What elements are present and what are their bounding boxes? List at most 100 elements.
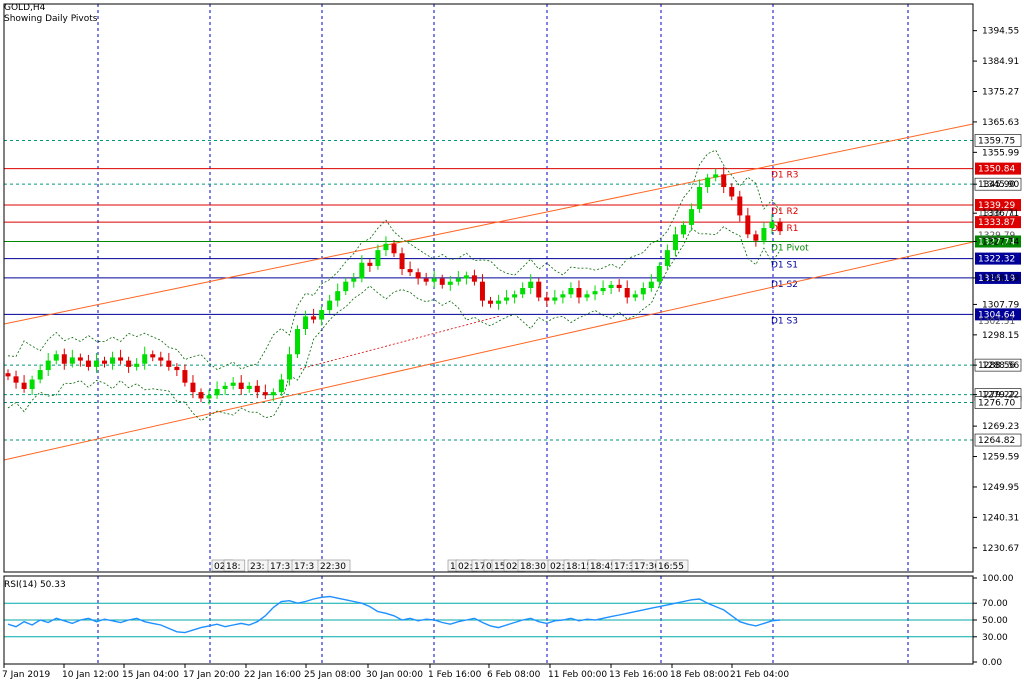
candle-body bbox=[713, 174, 719, 178]
candle-body bbox=[13, 376, 19, 383]
dotted-badge-bg bbox=[974, 396, 1022, 409]
x-axis-label: 1 Feb 16:00 bbox=[428, 670, 482, 680]
pivot-name-label: D1 R1 bbox=[771, 224, 799, 234]
candle-body bbox=[753, 234, 759, 241]
candle-body bbox=[528, 281, 534, 288]
candle-body bbox=[126, 360, 132, 367]
price-axis-label: 1269.23 bbox=[982, 422, 1019, 432]
candle-body bbox=[520, 288, 526, 295]
envelope-bands bbox=[7, 149, 781, 422]
overlap-axis-label: 1329.79 bbox=[978, 231, 1015, 241]
candle-body bbox=[769, 221, 775, 229]
candle-body bbox=[37, 370, 43, 380]
candle-body bbox=[616, 284, 622, 288]
pivot-levels: D1 R3 1350.84 D1 R2 1339.29 D1 R1 1333.87 D1 P… bbox=[4, 134, 1022, 447]
candle-body bbox=[270, 392, 276, 396]
candle-body bbox=[576, 288, 582, 298]
price-axis-label: 1307.79 bbox=[982, 300, 1019, 310]
candle-body bbox=[254, 385, 260, 393]
price-badge-bg bbox=[975, 252, 1021, 265]
candle-body bbox=[648, 281, 654, 288]
candle-body bbox=[705, 177, 711, 188]
candle-body bbox=[158, 357, 164, 361]
candle-body bbox=[399, 253, 405, 270]
time-box-label: 17:30 bbox=[634, 562, 660, 572]
candle-body bbox=[745, 215, 751, 235]
candle-body bbox=[166, 360, 172, 367]
price-axis-label: 1345.90 bbox=[982, 180, 1019, 190]
price-badge-text: 1316.19 bbox=[978, 274, 1015, 284]
candle-body bbox=[110, 357, 116, 364]
candle-body bbox=[29, 379, 35, 389]
candle-body bbox=[190, 382, 196, 393]
candle-body bbox=[351, 278, 357, 282]
candle-body bbox=[672, 234, 678, 251]
time-box-label: 17:3 bbox=[270, 562, 290, 572]
candle-body bbox=[206, 395, 212, 399]
time-box-label: 17:30 bbox=[614, 562, 640, 572]
candle-body bbox=[5, 373, 11, 377]
candle-body bbox=[142, 354, 148, 364]
candle-body bbox=[278, 379, 284, 393]
rsi-axis-label: 30.00 bbox=[982, 633, 1008, 643]
candle-body bbox=[729, 187, 735, 197]
candle-body bbox=[624, 288, 630, 298]
x-axis-label: 18 Feb 08:00 bbox=[670, 670, 729, 680]
candle-body bbox=[471, 275, 477, 282]
candle-body bbox=[182, 370, 188, 383]
x-axis-label: 13 Feb 16:00 bbox=[609, 670, 668, 680]
dotted-badge-text: 1359.75 bbox=[978, 136, 1015, 146]
price-badge-bg bbox=[975, 235, 1021, 248]
time-box-label: 18:15 bbox=[566, 562, 592, 572]
chart-symbol-title: GOLD,H4 bbox=[4, 3, 46, 13]
x-axis-label: 10 Jan 12:00 bbox=[62, 670, 119, 680]
price-axis-label: 1327.74 bbox=[982, 237, 1019, 247]
candle-body bbox=[61, 354, 67, 364]
channel-lower-line bbox=[3, 241, 974, 461]
price-badge-bg bbox=[975, 216, 1021, 229]
candle-body bbox=[319, 310, 325, 320]
candle-body bbox=[214, 388, 220, 396]
candle-body bbox=[737, 196, 743, 216]
rsi-axis-label: 50.00 bbox=[982, 616, 1008, 626]
candle-body bbox=[367, 262, 373, 266]
candle-body bbox=[262, 392, 268, 396]
price-axis-label: 1259.59 bbox=[982, 453, 1019, 463]
price-axis-label: 1288.56 bbox=[982, 361, 1019, 371]
candle-body bbox=[777, 221, 783, 232]
price-axis-label: 1298.15 bbox=[982, 331, 1019, 341]
candle-body bbox=[560, 294, 566, 298]
time-box-label: 1 bbox=[450, 562, 456, 572]
price-axis-label: 1230.67 bbox=[982, 544, 1019, 554]
candle-body bbox=[69, 357, 75, 364]
price-axis-label: 1316.19 bbox=[982, 274, 1019, 284]
candle-body bbox=[327, 300, 333, 311]
candle-body bbox=[174, 366, 180, 371]
candle-body bbox=[512, 294, 518, 298]
rsi-axis-label: 100.00 bbox=[982, 574, 1014, 584]
pivot-name-label: D1 S1 bbox=[771, 261, 798, 271]
pivot-name-label: D1 Pivot bbox=[771, 243, 809, 253]
candle-body bbox=[488, 300, 493, 304]
price-axis-label: 1394.55 bbox=[982, 27, 1019, 37]
pivot-name-label: D1 R3 bbox=[771, 171, 799, 181]
candle-body bbox=[504, 297, 510, 301]
price-axis-label: 1375.27 bbox=[982, 88, 1019, 98]
candle-body bbox=[681, 224, 686, 235]
candle-body bbox=[45, 360, 51, 371]
candle-body bbox=[423, 278, 429, 282]
price-badge-text: 1304.64 bbox=[978, 310, 1015, 320]
dotted-badge-text: 1264.82 bbox=[978, 436, 1015, 446]
time-box bbox=[655, 559, 689, 572]
candle-body bbox=[721, 174, 727, 188]
x-axis-label: 15 Jan 04:00 bbox=[122, 670, 179, 680]
candle-body bbox=[415, 272, 421, 279]
dotted-badge-text: 1279.22 bbox=[978, 391, 1015, 401]
x-axis-label: 22 Jan 16:00 bbox=[244, 670, 301, 680]
candle-body bbox=[552, 297, 558, 301]
candle-body bbox=[544, 297, 550, 301]
pivot-name-label: D1 S2 bbox=[771, 280, 798, 290]
candle-body bbox=[134, 363, 140, 367]
candle-body bbox=[335, 291, 341, 301]
